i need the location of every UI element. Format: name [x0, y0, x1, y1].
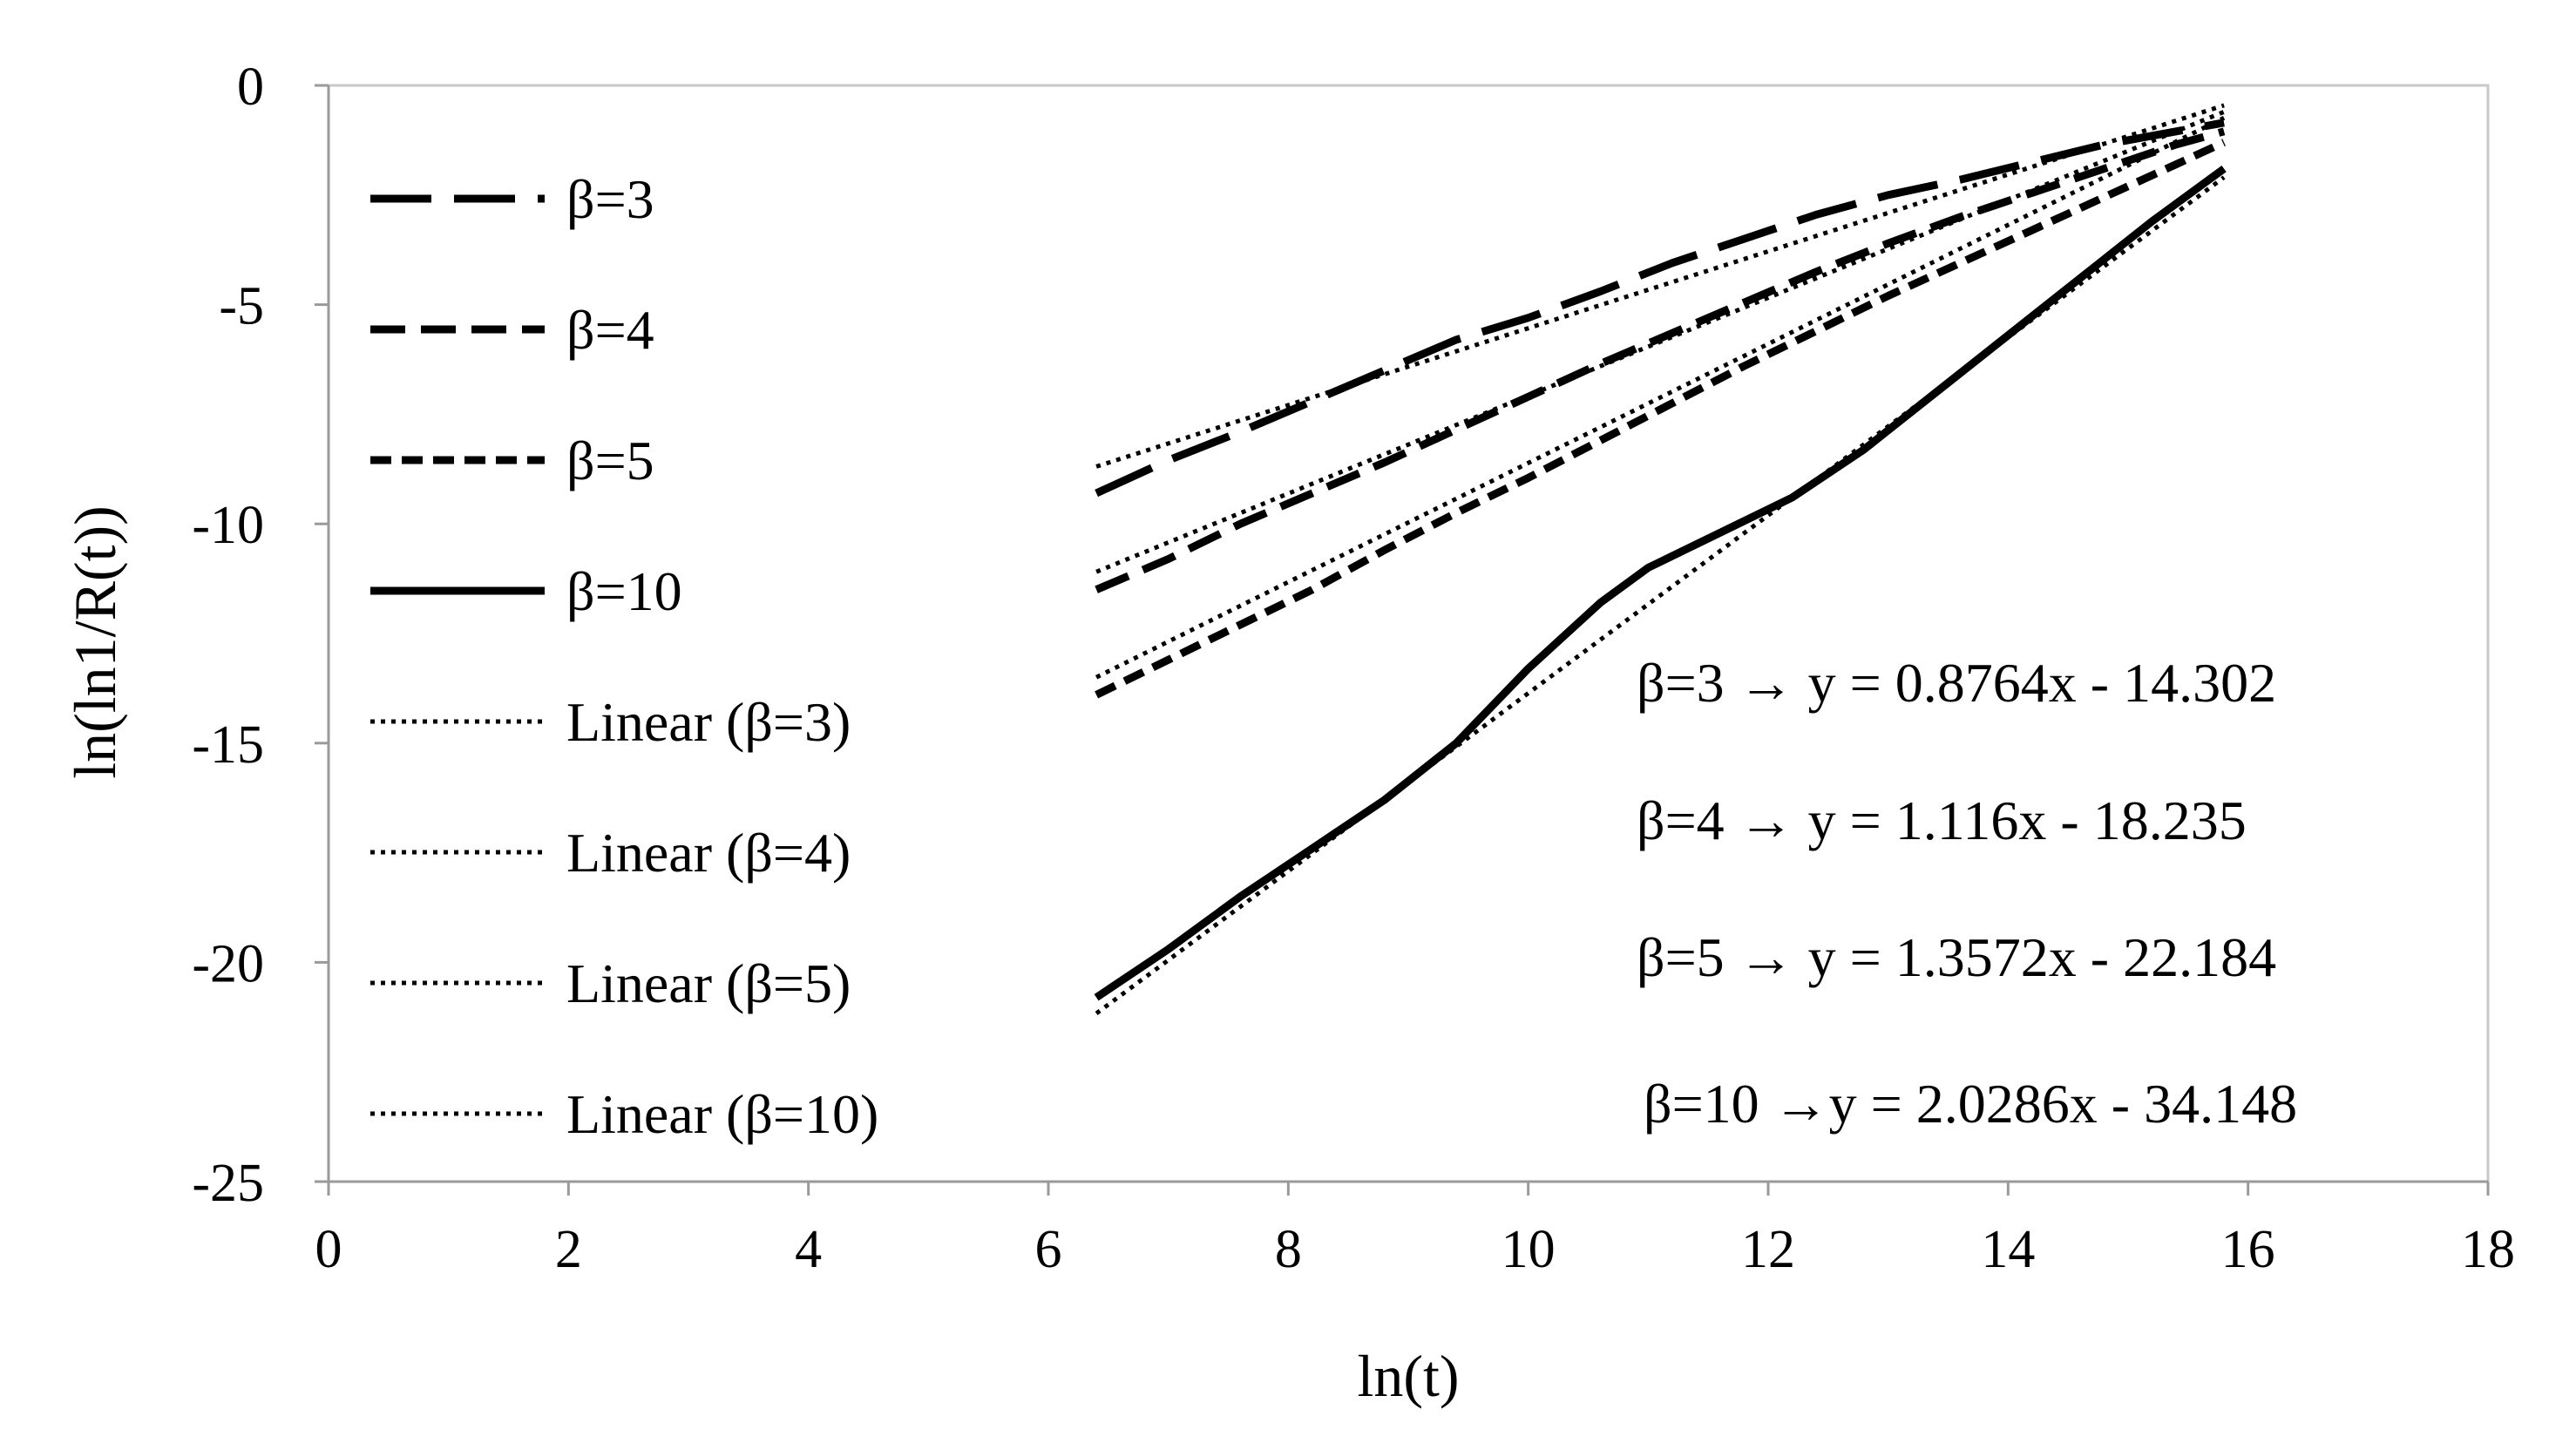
y-tick-label: -25	[192, 1154, 264, 1213]
y-tick-label: 0	[237, 58, 264, 117]
series-line-8	[1095, 175, 2226, 1016]
y-axis-title: ln(ln1/R(t))	[62, 505, 128, 779]
equation-beta-4: β=4 → y = 1.116x - 18.235	[1637, 789, 2247, 851]
y-tick-label: -20	[192, 934, 264, 993]
legend-label-7: Linear (β=5)	[566, 952, 851, 1014]
series-line-4	[1094, 165, 2227, 1001]
series-line-1	[1095, 119, 2225, 498]
tick-labels: 0 2 4 6 8 10 12 14 16 18 0 -5 -10 -15 -20 -25	[192, 58, 2515, 1279]
legend-label-4: β=10	[566, 560, 682, 622]
series-line-6	[1095, 109, 2226, 574]
x-axis-title: ln(t)	[1357, 1343, 1459, 1409]
series-line-7	[1095, 115, 2226, 680]
x-tick-label: 8	[1275, 1220, 1302, 1279]
series-line-3	[1095, 139, 2226, 699]
regression-equations: β=3 → y = 0.8764x - 14.302 β=4 → y = 1.1…	[1637, 652, 2297, 1135]
legend-label-8: Linear (β=10)	[566, 1083, 878, 1145]
x-tick-label: 16	[2221, 1220, 2275, 1279]
equation-beta-3: β=3 → y = 0.8764x - 14.302	[1637, 652, 2276, 714]
y-tick-label: -5	[219, 277, 264, 336]
equation-beta-10: β=10 →y = 2.0286x - 34.148	[1644, 1073, 2297, 1135]
x-tick-label: 14	[1981, 1220, 2035, 1279]
x-tick-label: 4	[795, 1220, 822, 1279]
x-tick-label: 6	[1035, 1220, 1062, 1279]
legend-label-2: β=4	[566, 299, 654, 361]
series-line-2	[1095, 127, 2226, 593]
x-tick-label: 2	[555, 1220, 582, 1279]
x-tick-label: 0	[315, 1220, 342, 1279]
equation-beta-5: β=5 → y = 1.3572x - 22.184	[1637, 926, 2276, 988]
x-tick-label: 18	[2461, 1220, 2515, 1279]
y-tick-label: -10	[192, 496, 264, 555]
legend-label-1: β=3	[566, 168, 654, 230]
legend-label-6: Linear (β=4)	[566, 822, 851, 884]
x-tick-label: 12	[1741, 1220, 1795, 1279]
legend-label-5: Linear (β=3)	[566, 691, 851, 753]
series-line-5	[1095, 103, 2225, 469]
axes-layer	[315, 84, 2490, 1196]
y-tick-label: -15	[192, 715, 264, 775]
x-tick-label: 10	[1502, 1220, 1556, 1279]
legend-label-3: β=5	[566, 430, 654, 491]
series-layer	[1094, 103, 2227, 1016]
legend: β=3 β=4 β=5 β=10 Linear (β=3) Linear (β=4) Lin…	[370, 168, 878, 1145]
